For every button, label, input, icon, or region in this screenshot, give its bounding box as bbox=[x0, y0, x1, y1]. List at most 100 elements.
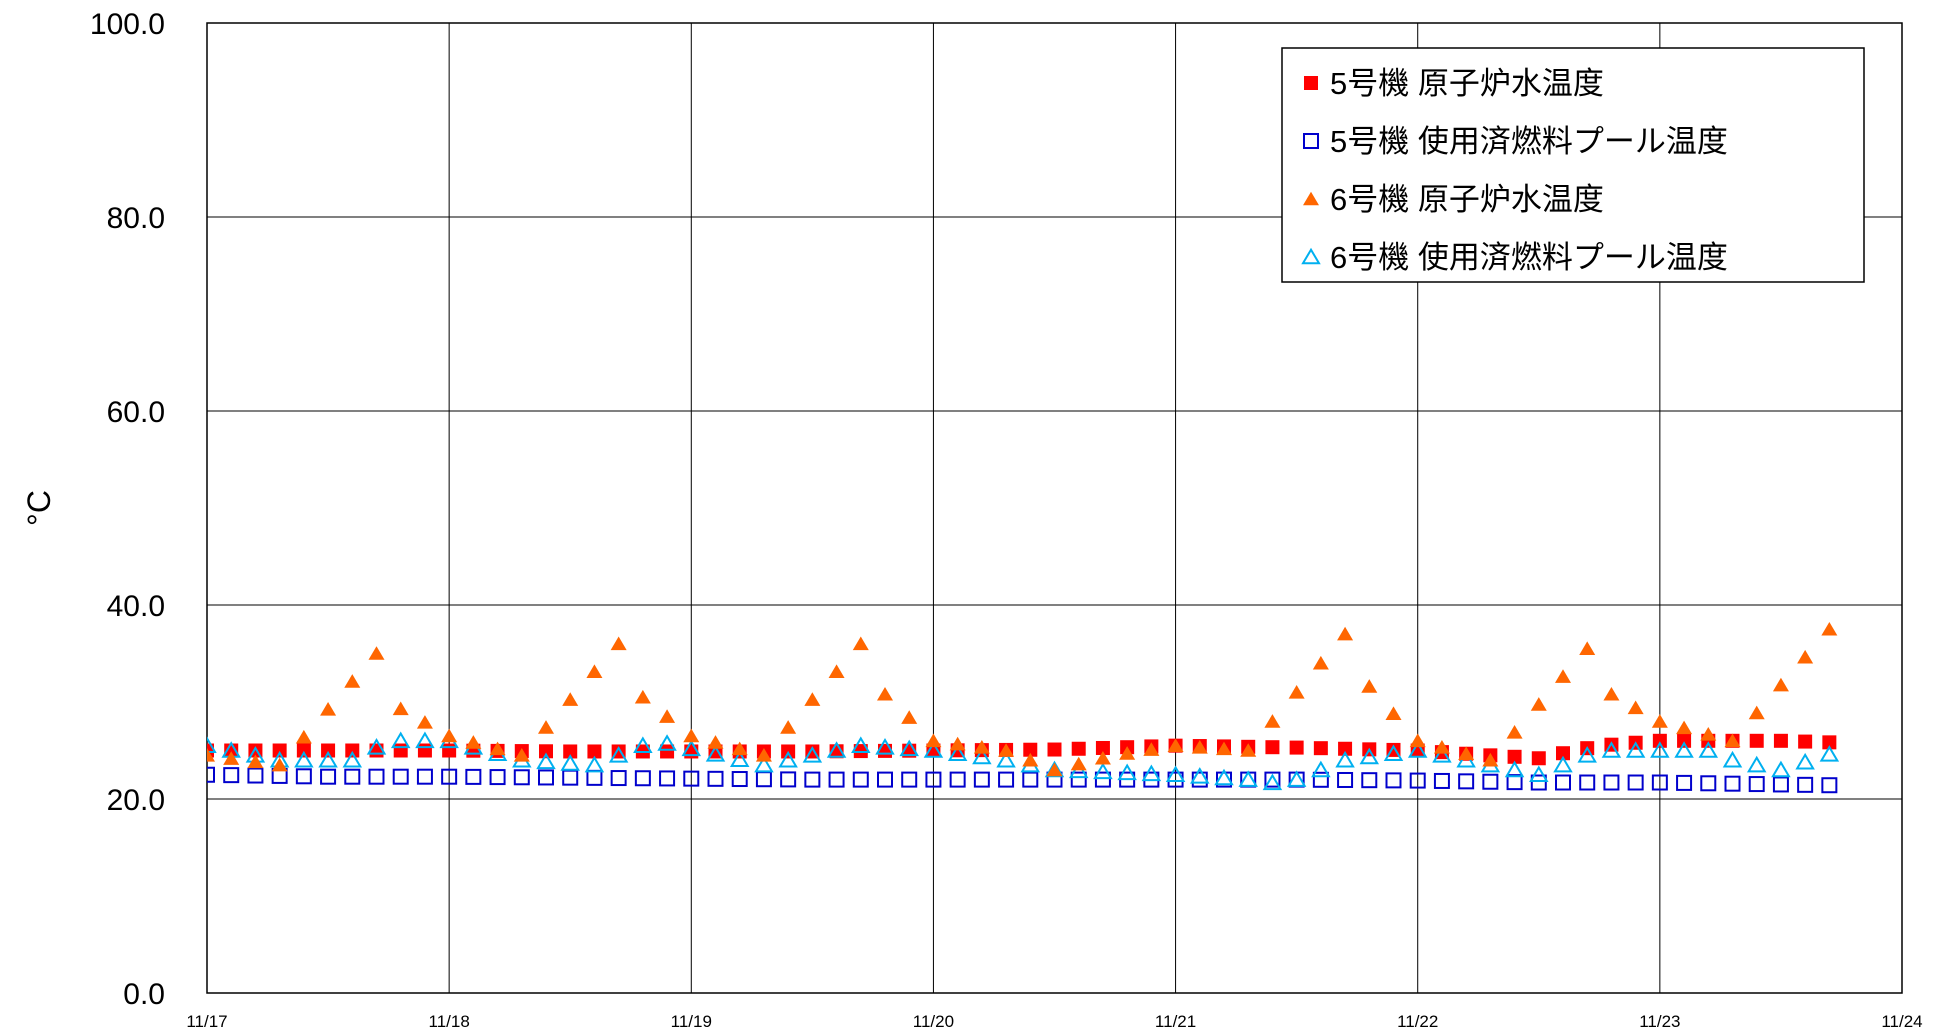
data-point bbox=[1773, 733, 1788, 748]
data-point bbox=[345, 743, 360, 758]
data-point bbox=[223, 767, 240, 784]
data-point bbox=[1313, 741, 1328, 756]
data-point bbox=[1482, 773, 1499, 790]
data-point bbox=[1821, 777, 1838, 794]
data-point bbox=[1312, 655, 1329, 670]
data-point bbox=[1529, 765, 1549, 783]
data-point bbox=[1819, 745, 1840, 762]
data-point bbox=[1094, 750, 1111, 765]
data-point bbox=[1553, 755, 1573, 773]
data-point bbox=[415, 731, 435, 749]
data-point bbox=[634, 770, 651, 787]
legend-box bbox=[1281, 47, 1865, 283]
y-tick-label: 20.0 bbox=[107, 784, 165, 817]
data-point bbox=[465, 768, 482, 785]
data-point bbox=[224, 743, 239, 758]
data-point bbox=[1119, 746, 1136, 760]
data-point bbox=[1093, 762, 1113, 780]
data-point bbox=[947, 744, 968, 762]
legend-label: 5号機 原子炉水温度 bbox=[1330, 66, 1604, 101]
data-point bbox=[1264, 714, 1281, 728]
data-point bbox=[755, 748, 772, 762]
data-point bbox=[1555, 669, 1571, 683]
data-point bbox=[878, 743, 892, 758]
x-axis-ticks: 11/17 11/18 11/19 11/20 11/21 11/22 11/23 11/24 bbox=[186, 1012, 1922, 1031]
data-point bbox=[1047, 742, 1062, 757]
data-point bbox=[1676, 774, 1693, 791]
data-point bbox=[417, 743, 432, 758]
data-point bbox=[1094, 771, 1111, 788]
data-point bbox=[1385, 772, 1402, 789]
data-point bbox=[804, 771, 821, 788]
data-point bbox=[729, 750, 750, 767]
data-point bbox=[1022, 752, 1039, 767]
data-point bbox=[1651, 714, 1668, 728]
data-point bbox=[1822, 735, 1837, 750]
data-point bbox=[707, 770, 724, 787]
data-point bbox=[901, 771, 918, 788]
data-point bbox=[1651, 774, 1668, 791]
data-point bbox=[441, 728, 458, 743]
data-point bbox=[1531, 751, 1546, 766]
legend-marker bbox=[1301, 247, 1321, 265]
data-point bbox=[1409, 733, 1426, 748]
data-point bbox=[681, 739, 702, 757]
data-point bbox=[1288, 685, 1305, 699]
data-point bbox=[1627, 774, 1644, 791]
x-tick-label: 11/21 bbox=[1155, 1012, 1196, 1031]
data-point bbox=[780, 771, 797, 788]
data-point bbox=[780, 720, 797, 734]
x-tick-label: 11/19 bbox=[671, 1012, 712, 1031]
data-point bbox=[1506, 725, 1523, 739]
data-point bbox=[584, 755, 605, 773]
data-point bbox=[1821, 621, 1838, 636]
x-tick-label: 11/24 bbox=[1881, 1012, 1922, 1031]
data-point bbox=[207, 766, 215, 783]
data-point bbox=[1264, 771, 1281, 788]
data-point bbox=[587, 744, 602, 759]
data-point bbox=[826, 741, 847, 758]
data-point bbox=[1022, 771, 1039, 788]
data-point bbox=[1724, 733, 1741, 748]
data-point bbox=[1070, 771, 1087, 788]
data-point bbox=[1652, 733, 1667, 748]
data-point bbox=[1262, 773, 1283, 791]
data-point bbox=[538, 769, 554, 786]
data-point bbox=[1603, 774, 1620, 791]
data-point bbox=[1700, 727, 1717, 741]
data-point bbox=[489, 741, 506, 756]
data-point bbox=[563, 744, 578, 759]
data-point bbox=[828, 664, 845, 678]
data-point bbox=[1190, 767, 1210, 784]
data-point bbox=[1722, 750, 1743, 768]
legend-marker bbox=[1304, 76, 1318, 90]
data-point bbox=[1337, 626, 1354, 641]
data-point bbox=[828, 771, 845, 788]
legend-label: 5号機 使用済燃料プール温度 bbox=[1330, 124, 1728, 159]
data-point bbox=[973, 739, 990, 754]
data-point bbox=[1556, 746, 1570, 761]
data-point bbox=[1361, 679, 1378, 693]
data-point bbox=[1748, 776, 1765, 793]
data-point bbox=[1240, 743, 1257, 757]
data-point bbox=[1216, 741, 1232, 756]
data-point bbox=[536, 752, 556, 770]
data-point bbox=[1698, 741, 1719, 758]
data-point bbox=[1359, 747, 1380, 765]
data-point bbox=[949, 771, 966, 788]
data-point bbox=[207, 736, 217, 753]
data-point bbox=[1771, 760, 1791, 778]
data-point bbox=[320, 768, 337, 785]
data-point bbox=[538, 720, 554, 734]
plot-frame bbox=[206, 22, 1903, 994]
data-point bbox=[366, 737, 387, 755]
data-point bbox=[1117, 763, 1137, 781]
data-point bbox=[923, 741, 944, 758]
data-point bbox=[1338, 741, 1353, 756]
x-tick-label: 11/23 bbox=[1639, 1012, 1680, 1031]
data-point bbox=[899, 739, 919, 757]
data-point bbox=[705, 744, 726, 762]
data-point bbox=[247, 767, 264, 784]
data-point bbox=[610, 770, 627, 787]
data-point bbox=[368, 646, 385, 660]
